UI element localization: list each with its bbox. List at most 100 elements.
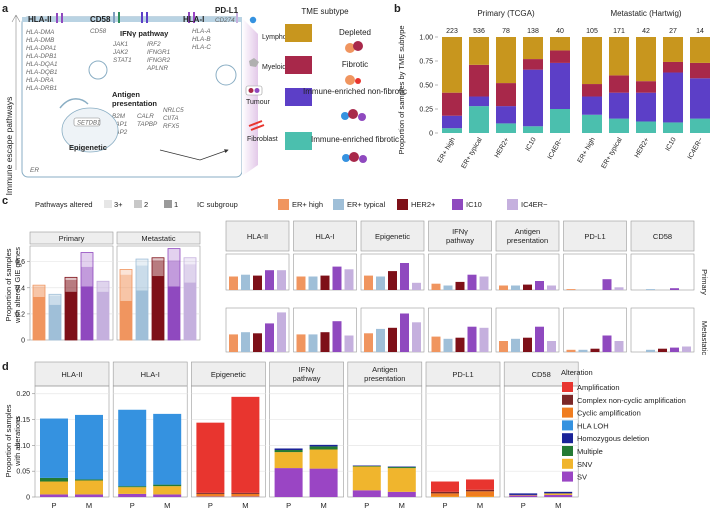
alteration-label: Cyclic amplification bbox=[577, 409, 641, 418]
facet-frame bbox=[34, 385, 110, 498]
tme-bar-segment bbox=[636, 81, 656, 93]
tumour-icon bbox=[248, 88, 254, 93]
subgroup-label: HER2+ bbox=[411, 200, 436, 209]
summary-bar-outline bbox=[48, 293, 62, 341]
panel-a: a Immune escape pathways HLA-II HLA-DMA … bbox=[2, 3, 407, 195]
membrane-shade bbox=[242, 18, 258, 176]
summary-bar-segment bbox=[184, 264, 196, 283]
depleted-label: Depleted bbox=[339, 28, 371, 37]
alteration-bar-segment bbox=[466, 496, 494, 497]
alteration-bar-segment bbox=[387, 466, 416, 468]
alteration-bar-segment bbox=[466, 489, 494, 492]
subgroup-label: ER+ typical bbox=[347, 200, 385, 209]
tme-title: TME subtype bbox=[301, 7, 349, 16]
alteration-swatch bbox=[562, 433, 573, 444]
panel-d-label: d bbox=[2, 361, 9, 373]
pathway-bar bbox=[535, 281, 544, 290]
bar-count: 223 bbox=[446, 28, 458, 35]
facet-header bbox=[630, 220, 695, 252]
ifng-genes: JAK1 JAK2 STAT1 IRF2 IFNGR1 IFNGR2 APLNR bbox=[112, 41, 171, 72]
row-label-primary: Primary bbox=[700, 269, 709, 295]
pathway-bar bbox=[412, 282, 421, 290]
alteration-bar-segment bbox=[274, 452, 303, 469]
summary-bar-outline bbox=[135, 258, 149, 341]
hla2-title: HLA-II bbox=[28, 15, 52, 24]
pathway-bar bbox=[241, 274, 250, 290]
x-tick-label: P bbox=[286, 501, 291, 510]
antigen-title-1: Antigen bbox=[112, 90, 140, 99]
pathway-bar bbox=[646, 349, 655, 352]
bar-count: 105 bbox=[586, 28, 598, 35]
alteration-bar-segment bbox=[387, 468, 416, 492]
panel-d-pathways: 0 0.05 0.10 0.15 0.20 HLA-II P M HLA-I P M Epigenet… bbox=[16, 361, 579, 510]
alteration-bar-segment bbox=[544, 493, 573, 495]
alteration-bar-segment bbox=[153, 494, 182, 497]
tme-bar-segment bbox=[550, 50, 570, 63]
er-label: ER bbox=[30, 167, 39, 174]
summary-bar-outline bbox=[167, 248, 181, 341]
summary-bar-segment bbox=[120, 274, 132, 301]
alteration-bar-segment bbox=[40, 477, 68, 482]
alteration-label: Homozygous deletion bbox=[577, 434, 649, 443]
pathway-bar bbox=[455, 337, 465, 352]
panel-a-label: a bbox=[2, 3, 9, 15]
alteration-label: Complex non-cyclic amplification bbox=[577, 396, 686, 405]
alteration-bar-segment bbox=[118, 486, 147, 488]
x-tick-label: M bbox=[399, 501, 405, 510]
pathway-bar bbox=[229, 334, 238, 352]
group-title: Primary (TCGA) bbox=[477, 9, 535, 18]
pathway-bar bbox=[566, 349, 576, 352]
alteration-bar-segment bbox=[466, 479, 494, 490]
summary-bar-outline bbox=[119, 269, 133, 341]
summary-bar-segment bbox=[168, 248, 180, 261]
subgroup-swatch bbox=[507, 199, 518, 210]
tme-bar-segment bbox=[636, 121, 656, 133]
gene: JAK1 bbox=[112, 41, 128, 48]
alteration-bar-segment bbox=[118, 409, 147, 487]
summary-bar-segment bbox=[120, 269, 132, 275]
antigen-genes: B2M TAP1 TAP2 CALR TAPBP NRLC5 CIITA RFX… bbox=[112, 107, 184, 136]
alteration-label: SV bbox=[577, 473, 587, 482]
alteration-bar-segment bbox=[231, 396, 260, 493]
panel-b-ylabel: Proportion of samples by TME subtype bbox=[397, 25, 406, 154]
gene: IRF2 bbox=[147, 41, 161, 48]
gene: B2M bbox=[112, 113, 126, 120]
tme-bar-segment bbox=[663, 61, 683, 73]
pathway-bar bbox=[467, 274, 477, 290]
pathway-bar bbox=[265, 270, 274, 290]
pathway-bar bbox=[566, 289, 576, 290]
lymphoid-label: Lymphoid bbox=[262, 34, 292, 41]
vesicle bbox=[88, 60, 108, 80]
tme-bar-segment bbox=[550, 37, 570, 51]
membrane bbox=[22, 17, 242, 22]
alteration-bar-segment bbox=[431, 481, 459, 492]
facet-frame bbox=[630, 307, 695, 353]
vesicle bbox=[215, 64, 237, 86]
pathway-bar bbox=[400, 313, 409, 352]
alteration-bar-segment bbox=[196, 422, 225, 493]
alteration-bar-segment bbox=[466, 491, 494, 497]
summary-bar-segment bbox=[81, 286, 93, 340]
summary-bar-outline bbox=[64, 276, 78, 341]
facet-title: CD58 bbox=[532, 370, 551, 379]
alteration-swatch bbox=[562, 446, 573, 456]
alteration-bar-segment bbox=[387, 467, 416, 469]
facet-frame bbox=[347, 385, 423, 498]
alteration-bar-segment bbox=[40, 494, 68, 497]
gene: IFNGR1 bbox=[147, 49, 170, 56]
pathway-bar bbox=[590, 348, 600, 352]
summary-bar-segment bbox=[168, 260, 180, 287]
level-swatch bbox=[134, 200, 142, 208]
hla2-genes: HLA-DMA HLA-DMB HLA-DPA1 HLA-DPB1 HLA-DQ… bbox=[26, 29, 58, 92]
pdl1-title: PD-L1 bbox=[215, 6, 239, 15]
summary-bar-segment bbox=[65, 277, 77, 280]
tme-bar-segment bbox=[442, 115, 462, 129]
facet-title: pathway bbox=[293, 374, 321, 383]
alteration-label: SNV bbox=[577, 460, 592, 469]
tme-bar-segment bbox=[469, 37, 489, 65]
facet-frame bbox=[563, 253, 627, 291]
pathway-bar bbox=[241, 332, 250, 352]
panel-c-summary: 0 0.2 0.4 0.6 Primary Metastatic bbox=[15, 231, 201, 345]
summary-bar-segment bbox=[152, 260, 164, 277]
